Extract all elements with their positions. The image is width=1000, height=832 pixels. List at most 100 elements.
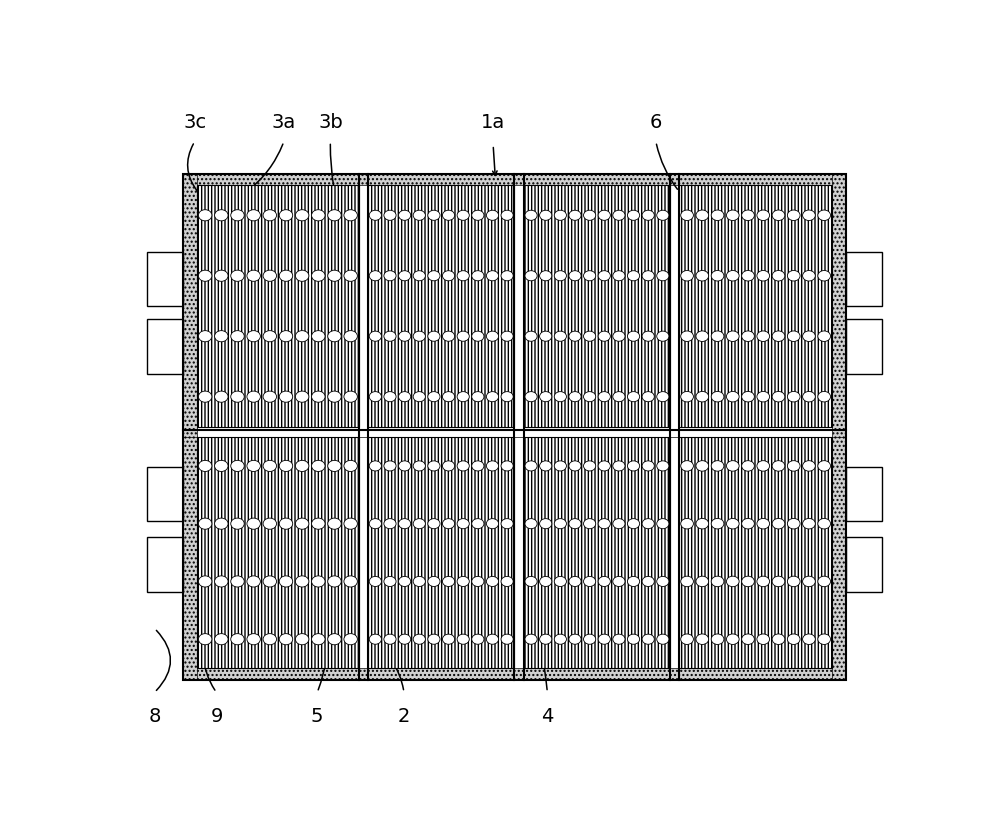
Circle shape [525,577,537,587]
Bar [183,174,846,185]
Circle shape [215,270,228,281]
Circle shape [681,518,693,529]
Text: 9: 9 [210,706,223,726]
Circle shape [598,270,610,280]
Circle shape [657,518,669,528]
Circle shape [231,518,244,529]
Bar [679,437,832,668]
Circle shape [642,518,654,528]
Circle shape [198,460,212,472]
Circle shape [569,634,581,644]
Circle shape [613,634,625,644]
Circle shape [198,330,212,342]
Circle shape [472,634,484,644]
Circle shape [399,392,411,402]
Circle shape [413,210,425,220]
Circle shape [472,210,484,220]
Circle shape [742,210,754,220]
Circle shape [247,330,260,342]
Circle shape [231,270,244,281]
Circle shape [696,461,709,471]
Text: 3b: 3b [318,113,343,131]
Circle shape [757,391,770,402]
Circle shape [525,210,537,220]
Circle shape [681,210,693,220]
Circle shape [399,518,411,528]
Circle shape [344,518,357,529]
Circle shape [554,634,566,644]
Circle shape [472,518,484,528]
Circle shape [428,210,440,220]
Circle shape [457,331,469,341]
Circle shape [428,577,440,587]
Circle shape [369,392,381,402]
Bar [183,668,846,680]
Circle shape [263,460,277,472]
Circle shape [344,634,357,645]
Circle shape [642,331,654,341]
Circle shape [742,577,754,587]
Circle shape [442,331,455,341]
Circle shape [263,576,277,587]
Circle shape [384,210,396,220]
Bar [183,174,197,680]
Circle shape [263,391,277,402]
Circle shape [231,330,244,342]
Circle shape [627,270,640,280]
Bar [147,467,183,521]
Circle shape [711,634,724,645]
Circle shape [757,577,770,587]
Circle shape [711,210,724,220]
Circle shape [584,518,596,528]
Bar [846,319,882,374]
Circle shape [442,518,455,528]
Circle shape [328,330,341,342]
Circle shape [803,210,815,220]
Circle shape [613,518,625,528]
Circle shape [457,210,469,220]
Circle shape [295,518,309,529]
Circle shape [681,270,693,281]
Circle shape [613,577,625,587]
Circle shape [613,461,625,471]
Circle shape [486,270,499,280]
Circle shape [803,391,815,402]
Circle shape [263,634,277,645]
Circle shape [627,577,640,587]
Circle shape [384,270,396,280]
Circle shape [657,634,669,644]
Circle shape [803,461,815,471]
Circle shape [312,518,325,529]
Bar [147,537,183,592]
Circle shape [442,577,455,587]
Text: 8: 8 [148,706,161,726]
Circle shape [428,518,440,528]
Text: 1a: 1a [481,113,505,131]
Circle shape [198,210,212,220]
Circle shape [312,330,325,342]
Circle shape [584,577,596,587]
Circle shape [525,392,537,402]
Circle shape [787,518,800,529]
Circle shape [569,270,581,280]
Circle shape [757,270,770,281]
Circle shape [696,270,709,281]
Circle shape [312,460,325,472]
Circle shape [428,331,440,341]
Circle shape [803,270,815,281]
Circle shape [344,270,357,281]
Circle shape [540,392,552,402]
Bar [524,185,670,427]
Circle shape [554,270,566,280]
Circle shape [486,331,499,341]
Circle shape [231,576,244,587]
Circle shape [613,331,625,341]
Circle shape [198,634,212,645]
Circle shape [369,461,381,471]
Circle shape [486,210,499,220]
Bar [832,174,846,680]
Circle shape [328,270,341,281]
Bar [147,252,183,306]
Circle shape [369,270,381,280]
Circle shape [554,392,566,402]
